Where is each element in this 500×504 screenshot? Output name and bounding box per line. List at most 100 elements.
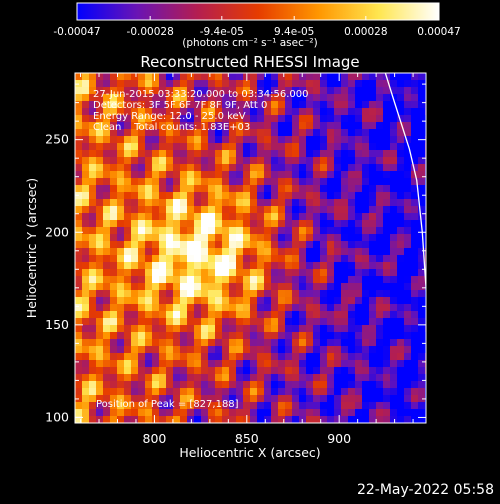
heatmap-cell <box>96 213 104 221</box>
heatmap-cell <box>194 395 202 403</box>
heatmap-cell <box>194 108 202 116</box>
heatmap-cell <box>89 332 97 340</box>
heatmap-cell <box>110 73 118 81</box>
heatmap-cell <box>327 269 335 277</box>
heatmap-cell <box>215 248 223 256</box>
heatmap-cell <box>222 73 230 81</box>
heatmap-cell <box>89 115 97 123</box>
heatmap-cell <box>250 269 258 277</box>
heatmap-cell <box>292 332 300 340</box>
heatmap-cell <box>138 360 146 368</box>
heatmap-cell <box>138 227 146 235</box>
heatmap-cell <box>341 206 349 214</box>
heatmap-cell <box>166 164 174 172</box>
heatmap-cell <box>327 241 335 249</box>
heatmap-cell <box>348 87 356 95</box>
heatmap-cell <box>82 227 90 235</box>
heatmap-cell <box>341 346 349 354</box>
heatmap-cell <box>166 304 174 312</box>
heatmap-cell <box>264 283 272 291</box>
heatmap-cell <box>243 227 251 235</box>
heatmap-cell <box>369 367 377 375</box>
heatmap-cell <box>131 73 139 81</box>
heatmap-cell <box>96 311 104 319</box>
heatmap-cell <box>278 234 286 242</box>
heatmap-cell <box>264 402 272 410</box>
heatmap-cell <box>411 129 419 137</box>
heatmap-cell <box>313 115 321 123</box>
heatmap-cell <box>117 241 125 249</box>
heatmap-cell <box>355 199 363 207</box>
heatmap-cell <box>131 290 139 298</box>
heatmap-cell <box>264 185 272 193</box>
heatmap-cell <box>348 234 356 242</box>
heatmap-cell <box>418 283 426 291</box>
heatmap-cell <box>243 395 251 403</box>
heatmap-cell <box>292 94 300 102</box>
heatmap-cell <box>285 388 293 396</box>
heatmap-cell <box>110 269 118 277</box>
heatmap-cell <box>131 269 139 277</box>
heatmap-cell <box>131 276 139 284</box>
heatmap-cell <box>173 143 181 151</box>
heatmap-cell <box>285 171 293 179</box>
heatmap-cell <box>208 157 216 165</box>
heatmap-cell <box>194 290 202 298</box>
heatmap-cell <box>208 192 216 200</box>
heatmap-cell <box>89 374 97 382</box>
heatmap-cell <box>96 381 104 389</box>
heatmap-cell <box>110 283 118 291</box>
heatmap-cell <box>397 290 405 298</box>
heatmap-cell <box>110 297 118 305</box>
heatmap-cell <box>131 367 139 375</box>
heatmap-cell <box>285 136 293 144</box>
heatmap-cell <box>243 346 251 354</box>
heatmap-cell <box>313 304 321 312</box>
heatmap-cell <box>397 129 405 137</box>
heatmap-cell <box>75 269 83 277</box>
heatmap-cell <box>82 304 90 312</box>
heatmap-cell <box>103 374 111 382</box>
heatmap-cell <box>166 374 174 382</box>
heatmap-cell <box>376 409 384 417</box>
heatmap-cell <box>362 178 370 186</box>
heatmap-cell <box>89 143 97 151</box>
heatmap-cell <box>75 122 83 130</box>
heatmap-cell <box>397 101 405 109</box>
heatmap-cell <box>215 234 223 242</box>
heatmap-cell <box>89 150 97 158</box>
heatmap-cell <box>229 115 237 123</box>
heatmap-cell <box>278 409 286 417</box>
heatmap-cell <box>355 311 363 319</box>
heatmap-cell <box>327 248 335 256</box>
heatmap-cell <box>313 367 321 375</box>
heatmap-cell <box>404 269 412 277</box>
heatmap-cell <box>341 234 349 242</box>
heatmap-cell <box>404 283 412 291</box>
heatmap-cell <box>110 248 118 256</box>
heatmap-cell <box>299 388 307 396</box>
heatmap-cell <box>82 325 90 333</box>
heatmap-cell <box>194 346 202 354</box>
heatmap-cell <box>411 115 419 123</box>
heatmap-cell <box>271 325 279 333</box>
heatmap-cell <box>173 185 181 193</box>
heatmap-cell <box>131 94 139 102</box>
heatmap-cell <box>82 262 90 270</box>
heatmap-cell <box>418 129 426 137</box>
heatmap-cell <box>173 318 181 326</box>
heatmap-cell <box>327 185 335 193</box>
heatmap-cell <box>89 255 97 263</box>
heatmap-cell <box>145 297 153 305</box>
heatmap-cell <box>194 192 202 200</box>
heatmap-cell <box>131 262 139 270</box>
heatmap-cell <box>383 80 391 88</box>
heatmap-cell <box>348 248 356 256</box>
heatmap-cell <box>355 164 363 172</box>
heatmap-cell <box>75 318 83 326</box>
heatmap-cell <box>369 409 377 417</box>
heatmap-cell <box>110 360 118 368</box>
heatmap-cell <box>264 220 272 228</box>
heatmap-cell <box>208 206 216 214</box>
heatmap-cell <box>96 318 104 326</box>
